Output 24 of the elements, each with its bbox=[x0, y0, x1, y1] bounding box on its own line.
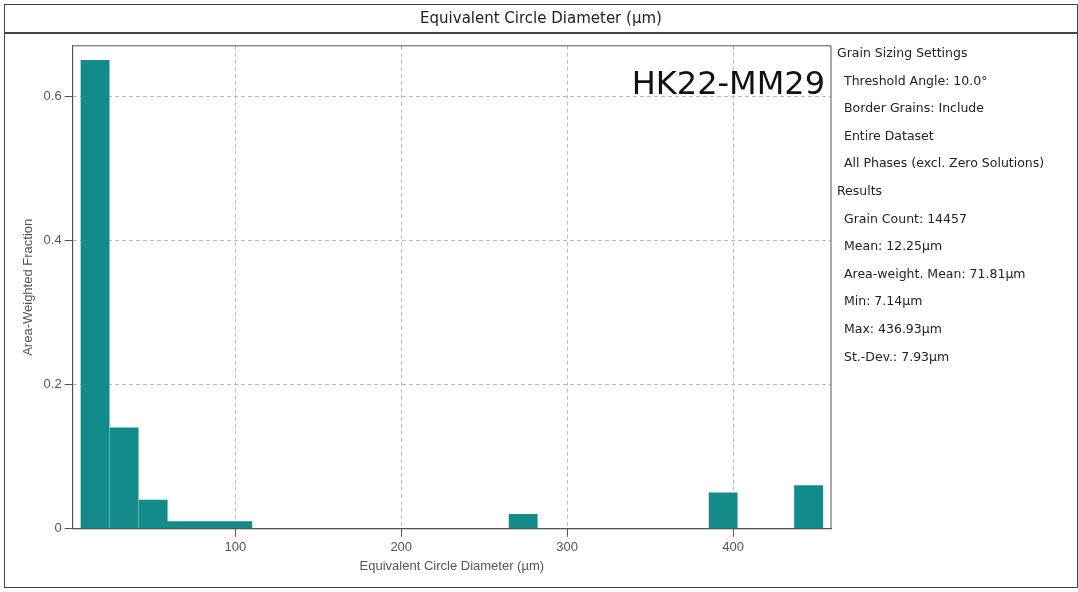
text: Results bbox=[837, 181, 884, 200]
x-tick-label: 200 bbox=[390, 539, 413, 555]
text: Area-weight. Mean: 71.81µm bbox=[843, 264, 1027, 283]
y-axis-title: Area-Weighted Fraction bbox=[20, 218, 36, 356]
text: Entire Dataset bbox=[843, 126, 935, 145]
text: Min: 7.14µm bbox=[843, 292, 924, 311]
text: Border Grains: Include bbox=[843, 99, 985, 118]
text: Mean: 12.25µm bbox=[843, 237, 944, 256]
chart-title: Equivalent Circle Diameter (µm) bbox=[5, 5, 1077, 34]
text: Grain Sizing Settings bbox=[837, 44, 969, 62]
text: St.-Dev.: 7.93µm bbox=[843, 347, 951, 366]
text: Max: 436.93µm bbox=[843, 319, 943, 338]
x-tick-label: 100 bbox=[224, 539, 247, 555]
y-tick-label: 0.6 bbox=[43, 87, 62, 103]
y-tick-label: 0.2 bbox=[43, 376, 62, 392]
text: All Phases (excl. Zero Solutions) bbox=[843, 154, 1045, 173]
x-tick-label: 400 bbox=[722, 539, 744, 555]
x-tick-label: 300 bbox=[556, 539, 579, 555]
x-axis-title: Equivalent Circle Diameter (µm) bbox=[359, 557, 545, 573]
text: Threshold Angle: 10.0° bbox=[843, 71, 989, 90]
y-tick-label: 0 bbox=[54, 520, 62, 536]
y-tick-label: 0.4 bbox=[43, 232, 62, 248]
annotation: HK22-MM29 bbox=[631, 64, 825, 103]
text: Grain Count: 14457 bbox=[843, 209, 968, 228]
